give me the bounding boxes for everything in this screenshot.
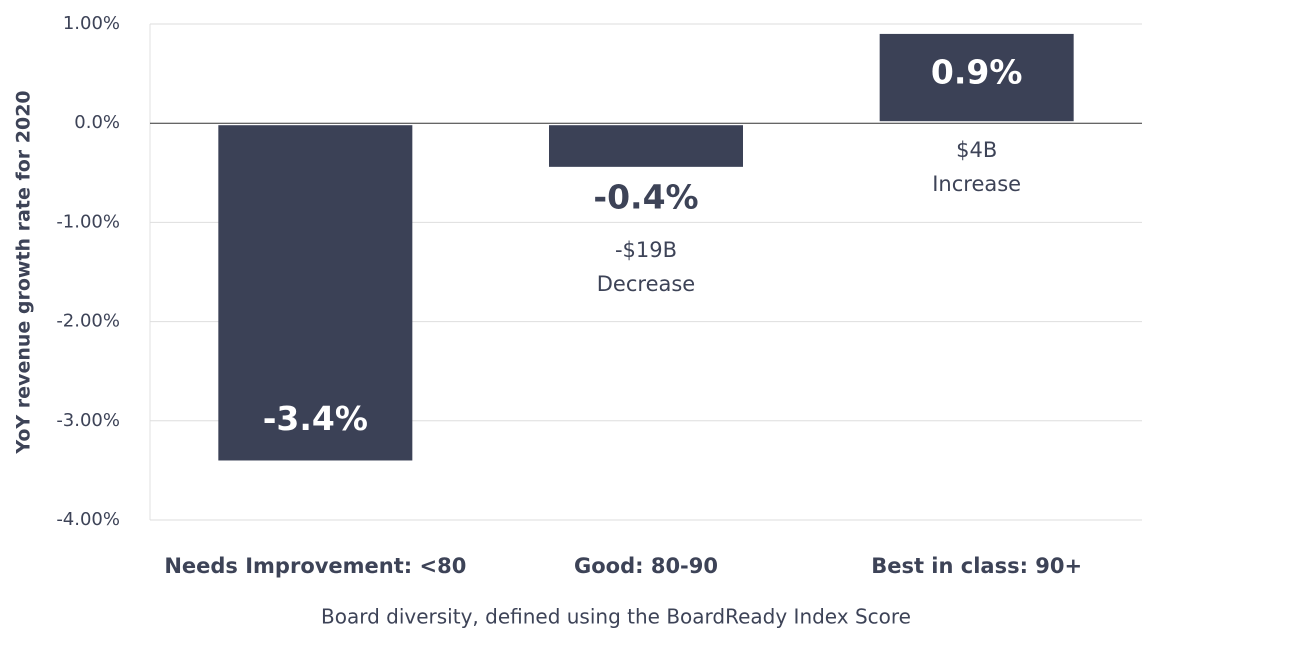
y-tick-label: -1.00%: [56, 211, 120, 232]
bar-note: -$19B: [615, 238, 677, 262]
bar: [879, 33, 1074, 122]
y-tick-label: 0.0%: [74, 112, 120, 133]
x-tick-label: Best in class: 90+: [871, 554, 1082, 578]
y-axis-title: YoY revenue growth rate for 2020: [13, 90, 35, 454]
x-tick-label: Good: 80-90: [574, 554, 718, 578]
x-tick-label: Needs Improvement: <80: [164, 554, 466, 578]
bar-note: $4B: [956, 138, 997, 162]
value-label: -3.4%: [263, 399, 368, 438]
y-tick-label: -4.00%: [56, 509, 120, 530]
bar-note: Increase: [932, 172, 1021, 196]
y-tick-label: -3.00%: [56, 410, 120, 431]
y-tick-label: -2.00%: [56, 311, 120, 332]
value-label: -0.4%: [593, 177, 698, 216]
x-axis-title: Board diversity, defined using the Board…: [321, 605, 911, 629]
value-label: 0.9%: [931, 52, 1023, 91]
y-tick-label: 1.00%: [63, 13, 120, 34]
bar: [218, 125, 413, 461]
bar-note: Decrease: [597, 272, 695, 296]
bar: [549, 125, 743, 167]
